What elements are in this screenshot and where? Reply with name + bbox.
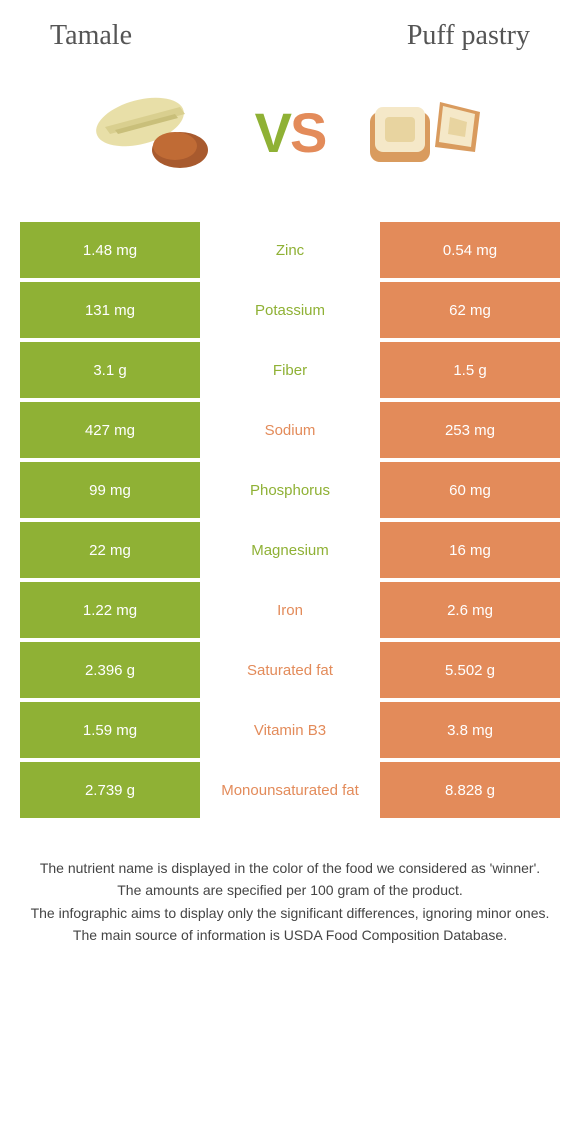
left-food-title: Tamale (50, 20, 132, 52)
right-value-cell: 8.828 g (380, 762, 560, 818)
left-value-cell: 1.48 mg (20, 222, 200, 278)
right-value-cell: 62 mg (380, 282, 560, 338)
table-row: 1.22 mgIron2.6 mg (20, 582, 560, 638)
right-value-cell: 5.502 g (380, 642, 560, 698)
left-value-cell: 1.59 mg (20, 702, 200, 758)
left-value-cell: 427 mg (20, 402, 200, 458)
table-row: 99 mgPhosphorus60 mg (20, 462, 560, 518)
right-value-cell: 3.8 mg (380, 702, 560, 758)
nutrient-name-cell: Magnesium (200, 522, 380, 578)
left-value-cell: 99 mg (20, 462, 200, 518)
left-value-cell: 2.739 g (20, 762, 200, 818)
table-row: 1.48 mgZinc0.54 mg (20, 222, 560, 278)
left-value-cell: 2.396 g (20, 642, 200, 698)
right-value-cell: 60 mg (380, 462, 560, 518)
table-row: 22 mgMagnesium16 mg (20, 522, 560, 578)
nutrient-name-cell: Iron (200, 582, 380, 638)
left-value-cell: 1.22 mg (20, 582, 200, 638)
footer-line-4: The main source of information is USDA F… (30, 925, 550, 945)
right-value-cell: 2.6 mg (380, 582, 560, 638)
nutrient-name-cell: Saturated fat (200, 642, 380, 698)
vs-letter-s: S (290, 101, 325, 164)
table-row: 2.739 gMonounsaturated fat8.828 g (20, 762, 560, 818)
table-row: 2.396 gSaturated fat5.502 g (20, 642, 560, 698)
nutrient-name-cell: Fiber (200, 342, 380, 398)
right-food-title: Puff pastry (407, 20, 530, 52)
nutrient-name-cell: Zinc (200, 222, 380, 278)
vs-badge: VS (255, 100, 326, 165)
nutrient-name-cell: Sodium (200, 402, 380, 458)
right-value-cell: 253 mg (380, 402, 560, 458)
table-row: 1.59 mgVitamin B33.8 mg (20, 702, 560, 758)
nutrient-name-cell: Phosphorus (200, 462, 380, 518)
table-row: 427 mgSodium253 mg (20, 402, 560, 458)
left-value-cell: 3.1 g (20, 342, 200, 398)
right-value-cell: 16 mg (380, 522, 560, 578)
table-row: 3.1 gFiber1.5 g (20, 342, 560, 398)
right-value-cell: 0.54 mg (380, 222, 560, 278)
footer-notes: The nutrient name is displayed in the co… (30, 858, 550, 945)
table-row: 131 mgPotassium62 mg (20, 282, 560, 338)
footer-line-2: The amounts are specified per 100 gram o… (30, 880, 550, 900)
hero-section: VS (0, 52, 580, 222)
footer-line-3: The infographic aims to display only the… (30, 903, 550, 923)
footer-line-1: The nutrient name is displayed in the co… (30, 858, 550, 878)
nutrient-name-cell: Vitamin B3 (200, 702, 380, 758)
nutrient-name-cell: Potassium (200, 282, 380, 338)
left-value-cell: 131 mg (20, 282, 200, 338)
right-food-image (345, 82, 495, 182)
left-food-image (85, 82, 235, 182)
right-value-cell: 1.5 g (380, 342, 560, 398)
nutrient-name-cell: Monounsaturated fat (200, 762, 380, 818)
vs-letter-v: V (255, 101, 290, 164)
header-titles: Tamale Puff pastry (0, 0, 580, 52)
left-value-cell: 22 mg (20, 522, 200, 578)
nutrient-comparison-table: 1.48 mgZinc0.54 mg131 mgPotassium62 mg3.… (20, 222, 560, 818)
